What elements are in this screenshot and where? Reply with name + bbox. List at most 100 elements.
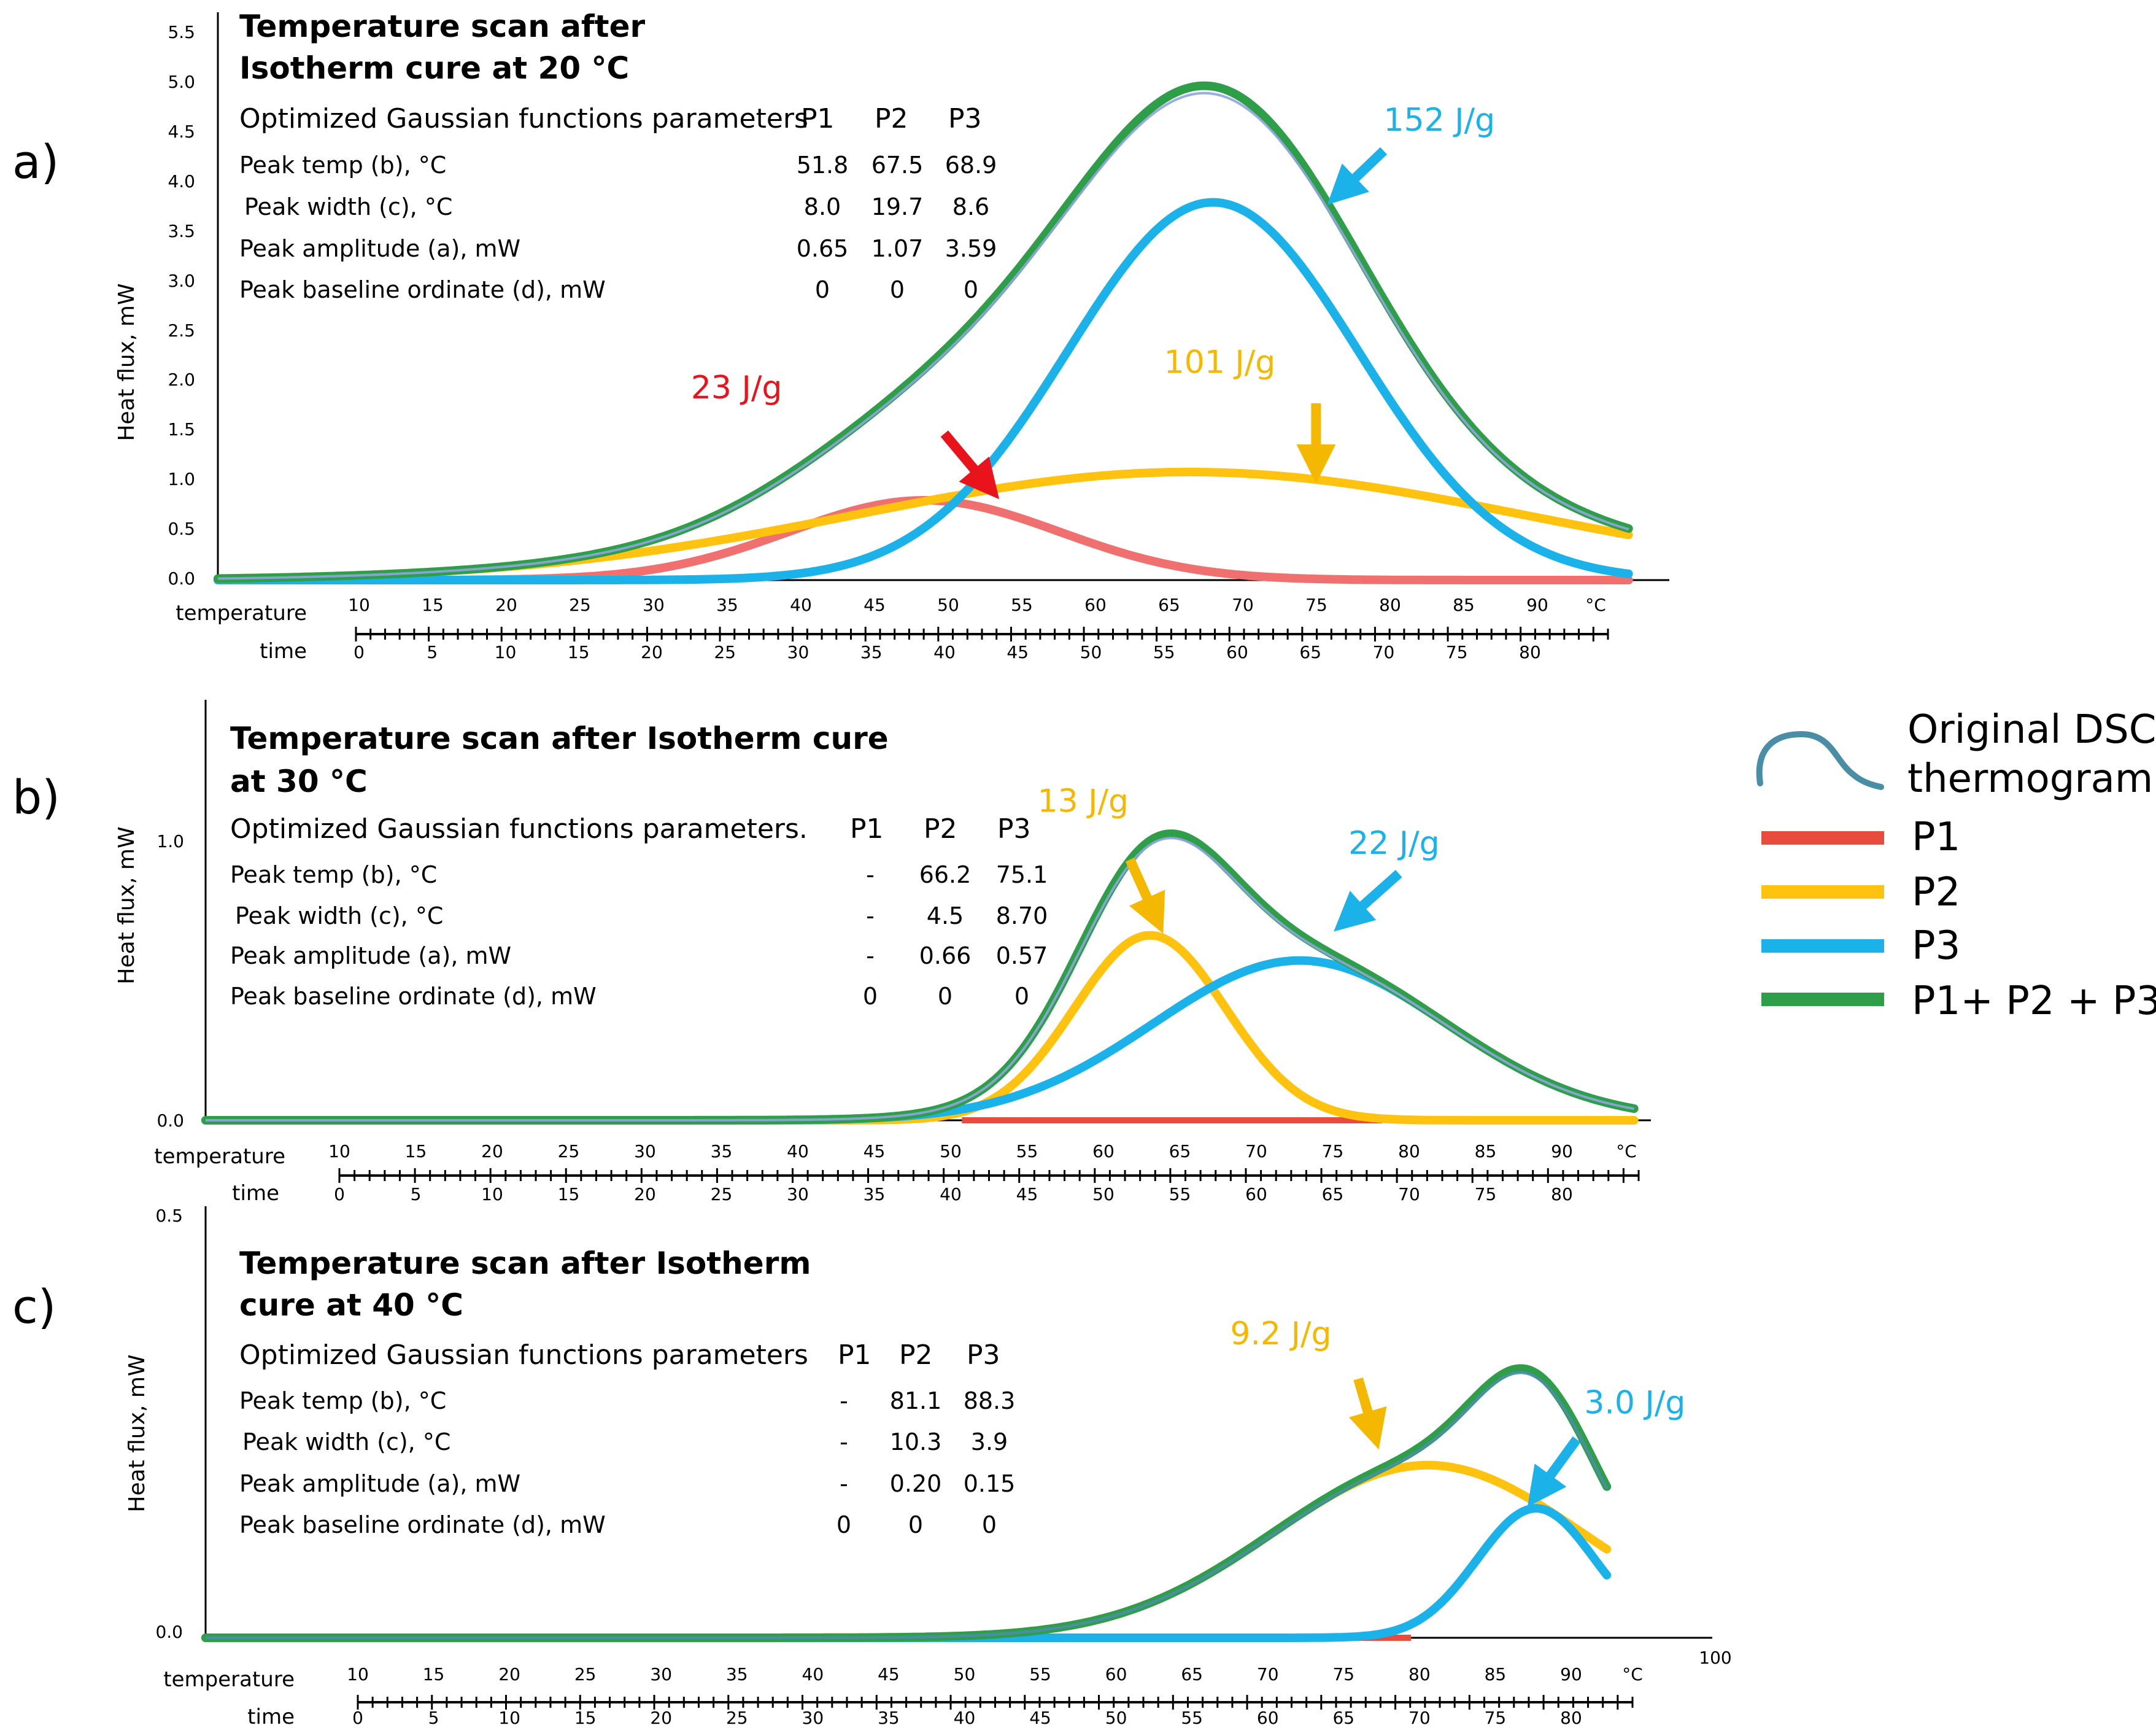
ytick-a-5: 2.5 [168, 320, 195, 341]
param-p1-a-3: 0 [815, 276, 830, 303]
time-tick-b-45: 45 [1016, 1184, 1038, 1204]
title-a-line1: Temperature scan after [239, 9, 645, 44]
ytick-a-9: 4.5 [168, 122, 195, 142]
temp-axis-a: temperature 10 15 20 25 30 35 40 45 50 55 60 65 70 75… [176, 595, 1606, 626]
param-p2-a-1: 19.7 [871, 193, 924, 220]
temp-tick-c-50: 50 [954, 1664, 976, 1684]
time-tick-c-0: 0 [352, 1708, 363, 1728]
temp-tick-b-80: 80 [1398, 1141, 1420, 1161]
param-p1-c-3: 0 [837, 1511, 851, 1538]
param-p1-b-2: - [866, 942, 875, 969]
annotations-a: 23 J/g 101 J/g 152 J/g [691, 102, 1495, 500]
time-tick-b-50: 50 [1092, 1184, 1115, 1204]
time-tick-a-55: 55 [1153, 642, 1175, 662]
time-tick-c-70: 70 [1408, 1708, 1431, 1728]
params-header-b: Optimized Gaussian functions parameters. [230, 813, 808, 845]
temp-label-a: temperature [176, 601, 307, 626]
param-p3-b-1: 8.70 [996, 902, 1048, 929]
params-col-p3-b: P3 [997, 813, 1031, 845]
param-p3-b-2: 0.57 [996, 942, 1048, 969]
legend: Original DSC thermogram P1 P2 P3 P1+ P2 … [1756, 707, 2156, 1024]
params-table-b: Peak temp (b), °C - 66.2 75.1 Peak width… [230, 861, 1048, 1010]
temp-tick-b-75: 75 [1322, 1141, 1344, 1161]
params-header-a: Optimized Gaussian functions parameters [239, 103, 808, 134]
time-tick-a-5: 5 [427, 642, 438, 662]
param-p1-a-0: 51.8 [797, 152, 849, 179]
time-tick-a-75: 75 [1446, 642, 1468, 662]
time-tick-a-50: 50 [1080, 642, 1102, 662]
temp-tick-c-40: 40 [802, 1664, 824, 1684]
params-table-c: Peak temp (b), °C - 81.1 88.3 Peak width… [239, 1387, 1015, 1538]
time-tick-a-15: 15 [568, 642, 590, 662]
time-tick-c-55: 55 [1181, 1708, 1203, 1728]
temp-tick-a-35: 35 [716, 595, 738, 615]
time-tick-b-60: 60 [1245, 1184, 1267, 1204]
param-p3-a-1: 8.6 [952, 193, 989, 220]
temp-tick-a-40: 40 [790, 595, 812, 615]
param-p2-b-1: 4.5 [927, 902, 964, 929]
temp-label-b: temperature [154, 1144, 285, 1169]
time-tick-b-0: 0 [334, 1184, 345, 1204]
title-a-line2: Isotherm cure at 20 °C [239, 50, 629, 86]
legend-p3-label: P3 [1912, 923, 1960, 969]
ann-c-0: 9.2 J/g [1230, 1316, 1331, 1352]
param-name-b-1: Peak width (c), °C [235, 902, 443, 929]
time-axis-b: time 0 5 10 15 20 25 30 35 40 45 50 55 60 65 70 75 80 [232, 1168, 1640, 1206]
time-tick-a-0: 0 [354, 642, 365, 662]
time-tick-b-80: 80 [1551, 1184, 1573, 1204]
param-name-c-3: Peak baseline ordinate (d), mW [239, 1511, 606, 1538]
temp-tick-c-70: 70 [1257, 1664, 1279, 1684]
ylabel-a: Heat flux, mW [114, 283, 139, 441]
time-ticks-b: 0 5 10 15 20 25 30 35 40 45 50 55 60 65 70 75 80 [334, 1184, 1573, 1204]
temp-tick-a-90: 90 [1526, 595, 1548, 615]
time-tick-b-40: 40 [940, 1184, 962, 1204]
param-p3-b-0: 75.1 [996, 861, 1048, 888]
arrow-c-1 [1527, 1436, 1581, 1507]
legend-p1-label: P1 [1912, 815, 1960, 860]
time-tick-b-65: 65 [1322, 1184, 1344, 1204]
time-tick-c-65: 65 [1332, 1708, 1354, 1728]
temp-tick-c-10: 10 [347, 1664, 369, 1684]
temp-tick-c-85: 85 [1485, 1664, 1507, 1684]
param-p3-c-2: 0.15 [964, 1470, 1016, 1497]
y-ticks-a: 0.0 0.5 1.0 1.5 2.0 2.5 3.0 3.5 4.0 4.5 … [168, 22, 195, 589]
time-ticks-c: 0 5 10 15 20 25 30 35 40 45 50 55 60 65 70 75 80 [352, 1708, 1582, 1728]
param-p2-b-2: 0.66 [919, 942, 972, 969]
params-col-p2-b: P2 [924, 813, 957, 845]
param-p1-a-2: 0.65 [797, 235, 849, 262]
curve-a-orig [218, 91, 1629, 580]
time-tick-c-35: 35 [878, 1708, 900, 1728]
ytick-a-7: 3.5 [168, 221, 195, 241]
params-header-c: Optimized Gaussian functions parameters [239, 1339, 808, 1371]
time-tick-b-15: 15 [558, 1184, 580, 1204]
temp-tick-c-55: 55 [1029, 1664, 1051, 1684]
time-tick-c-60: 60 [1257, 1708, 1279, 1728]
time-axis-c: time 0 5 10 15 20 25 30 35 40 45 50 55 60 65 70 75 80 [247, 1695, 1634, 1729]
ytick-a-4: 2.0 [168, 370, 195, 390]
temp-tick-b-45: 45 [864, 1141, 886, 1161]
param-p3-b-3: 0 [1014, 983, 1029, 1010]
time-tick-a-20: 20 [641, 642, 663, 662]
curves-c [201, 1364, 1612, 1642]
time-tick-b-70: 70 [1398, 1184, 1420, 1204]
curves-a [214, 81, 1633, 584]
time-tick-b-20: 20 [634, 1184, 656, 1204]
param-p2-c-0: 81.1 [890, 1387, 942, 1414]
ytick-a-8: 4.0 [168, 171, 195, 192]
time-ticks-a: 0 5 10 15 20 25 30 35 40 45 50 55 60 65 70 75 80 [354, 642, 1541, 662]
temp-tick-a-30: 30 [643, 595, 665, 615]
param-p1-b-1: - [866, 902, 875, 929]
params-col-p3-a: P3 [948, 103, 982, 134]
time-tick-b-30: 30 [787, 1184, 809, 1204]
param-p2-c-3: 0 [908, 1511, 923, 1538]
temp-tick-b-65: 65 [1169, 1141, 1191, 1161]
temp-tick-c-75: 75 [1332, 1664, 1354, 1684]
title-c-line2: cure at 40 °C [239, 1287, 463, 1323]
title-c-line1: Temperature scan after Isotherm [239, 1246, 811, 1281]
temp-tick-a-25: 25 [569, 595, 591, 615]
time-tick-a-45: 45 [1007, 642, 1029, 662]
ytick-a-1: 0.5 [168, 519, 195, 539]
temp-tick-b-40: 40 [787, 1141, 809, 1161]
time-ruler-b [338, 1168, 1640, 1183]
temp-tick-b-70: 70 [1245, 1141, 1267, 1161]
